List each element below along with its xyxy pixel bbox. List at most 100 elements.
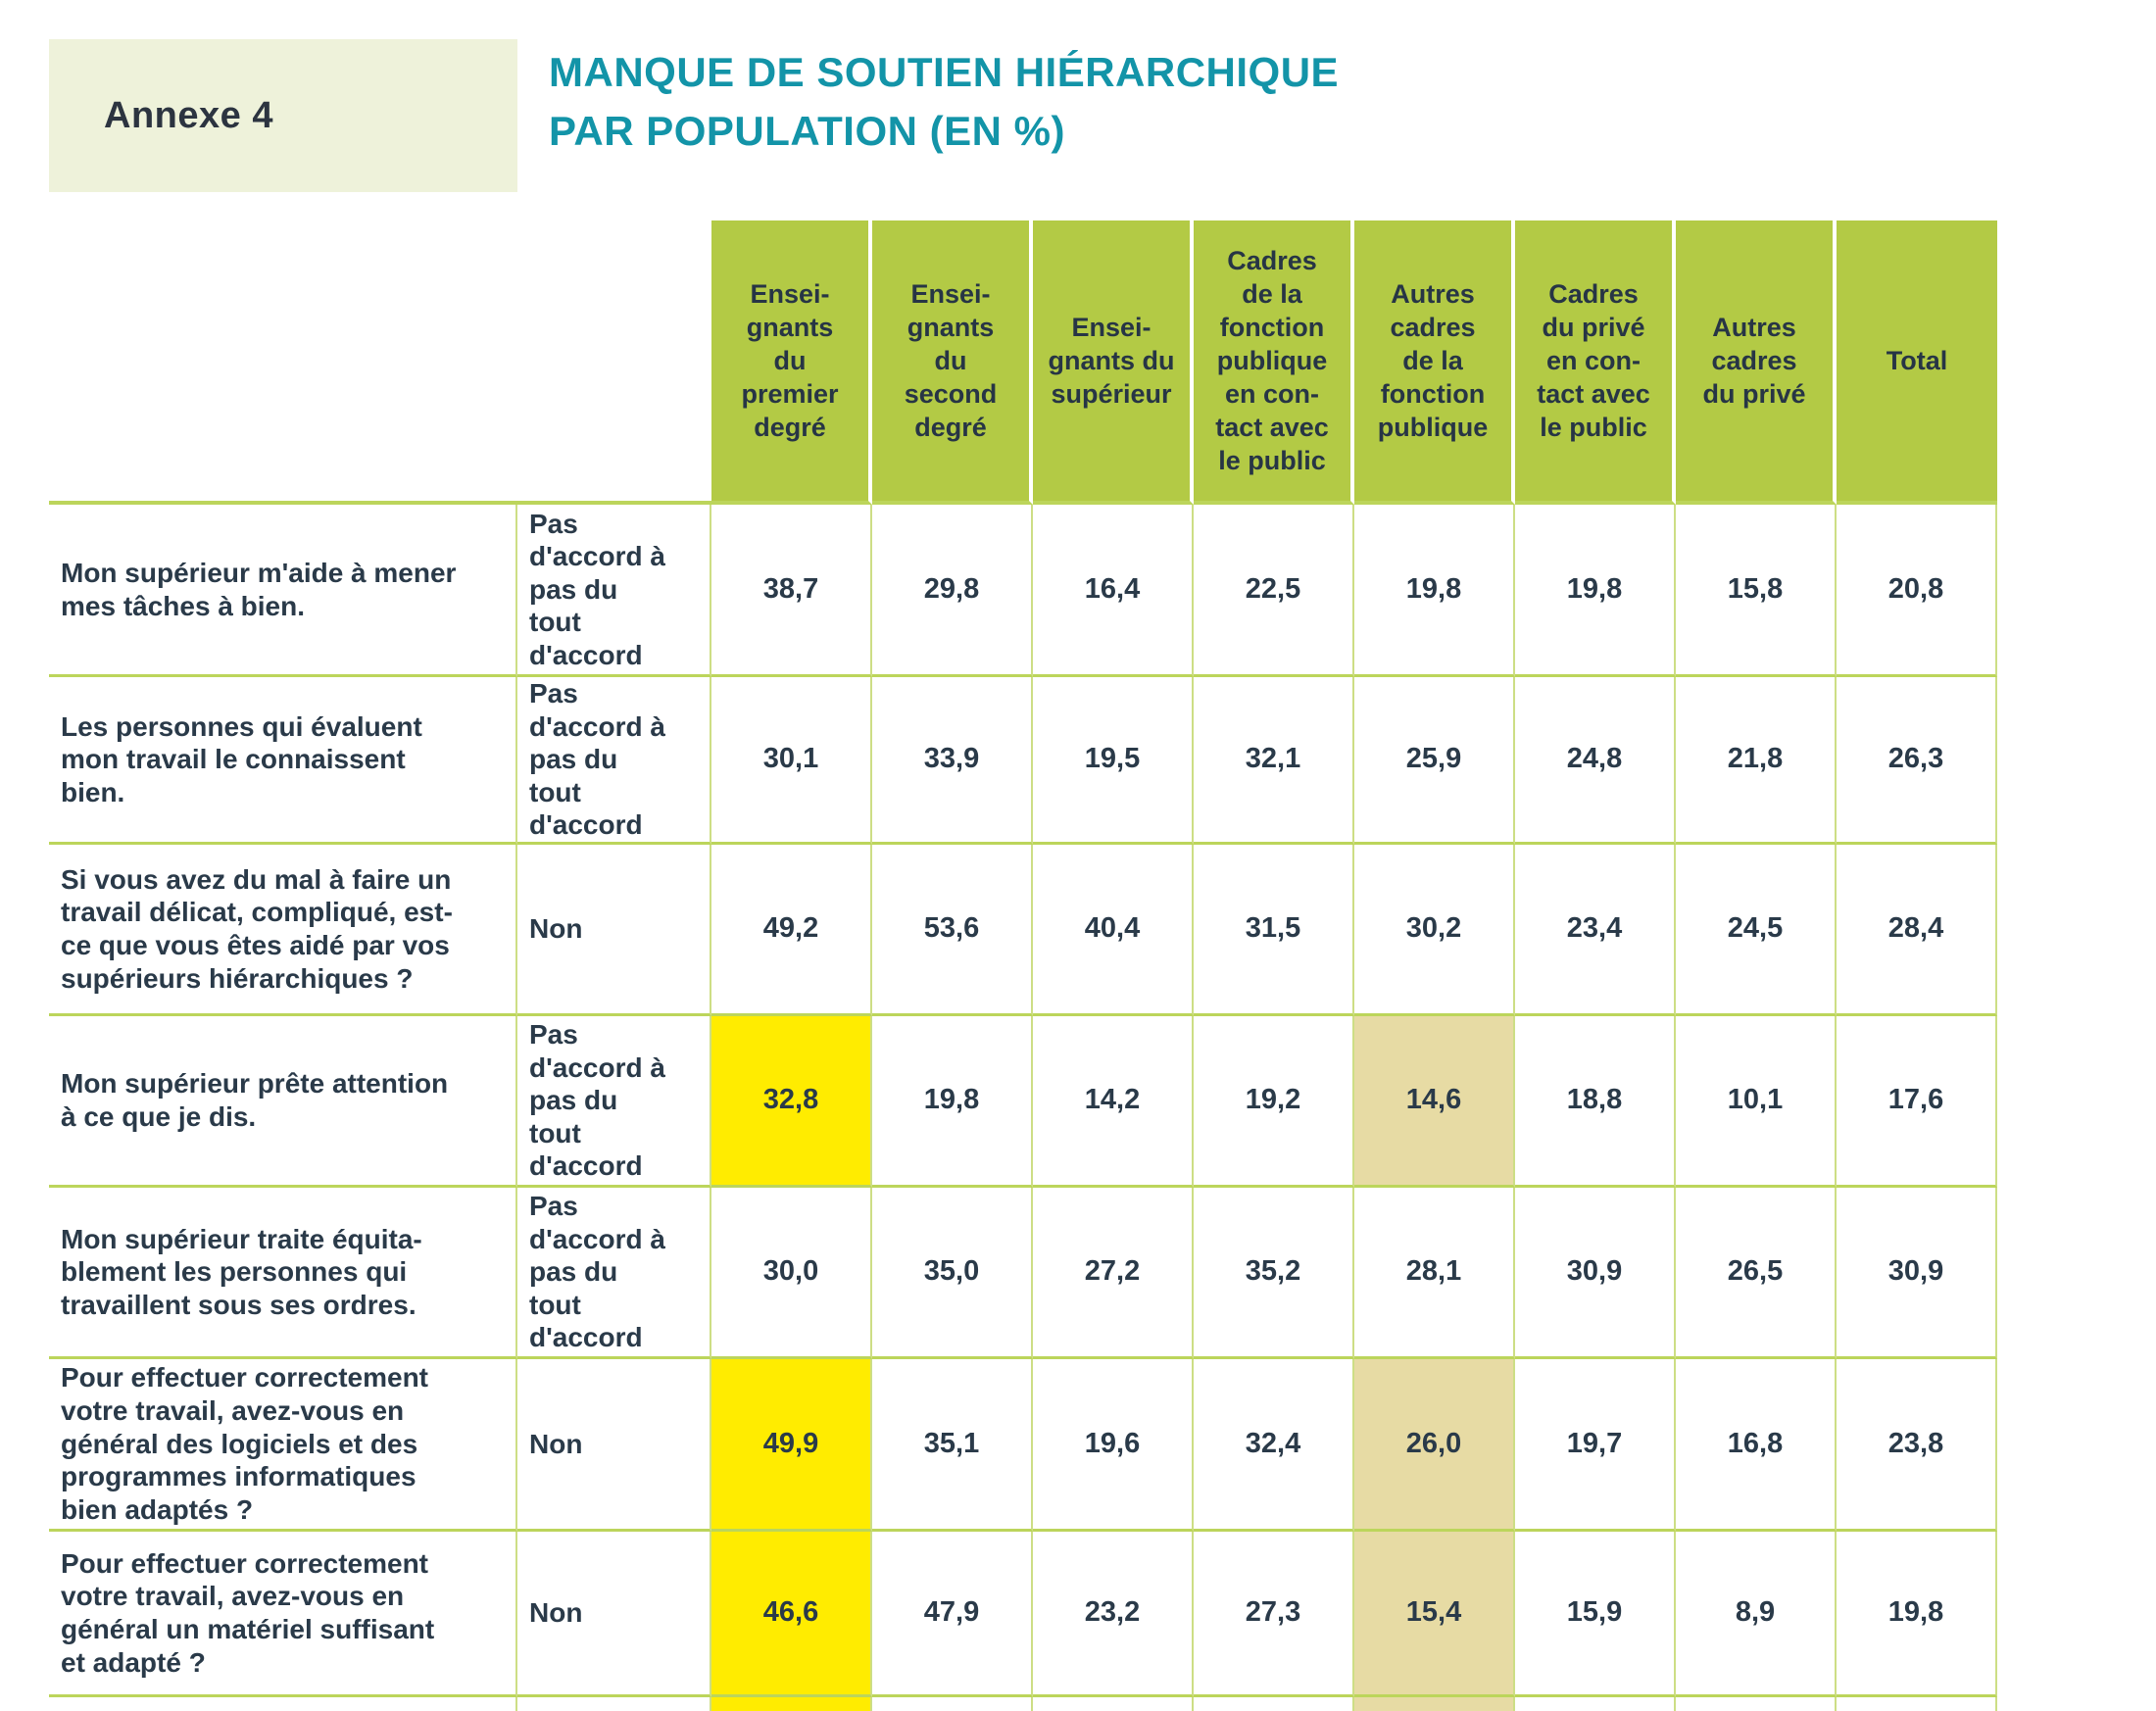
column-header: Cadres de la fonction publique en con- t…	[1194, 220, 1354, 505]
table-row-clipped	[49, 1696, 1997, 1711]
value-cell: 24,8	[1515, 677, 1676, 845]
value-cell: 47,9	[872, 1531, 1033, 1697]
value-cell: 27,2	[1033, 1187, 1194, 1359]
value-cell: 32,1	[1194, 677, 1354, 845]
value-cell: 30,9	[1515, 1187, 1676, 1359]
value-cell: 19,8	[1515, 505, 1676, 677]
value-cell: 26,5	[1676, 1187, 1837, 1359]
table-row: Les personnes qui évaluent mon travail l…	[49, 677, 1997, 845]
value-cell: 15,9	[1515, 1531, 1676, 1697]
value-cell	[1515, 1696, 1676, 1711]
data-table: Ensei- gnants du premier degré Ensei- gn…	[49, 220, 1997, 1711]
value-cell: 8,9	[1676, 1531, 1837, 1697]
value-cell-highlight-yellow: 46,6	[711, 1531, 872, 1697]
value-cell-total: 30,9	[1837, 1187, 1997, 1359]
value-cell: 33,9	[872, 677, 1033, 845]
response-cell: Pas d'accord à pas du tout d'accord	[517, 1015, 711, 1188]
value-cell	[1194, 1696, 1354, 1711]
page-title-line2: PAR POPULATION (EN %)	[549, 107, 1065, 154]
value-cell: 19,2	[1194, 1015, 1354, 1188]
table-row: Pour effectuer correctement votre travai…	[49, 1358, 1997, 1532]
value-cell: 28,1	[1354, 1187, 1515, 1359]
question-cell: Pour effectuer correctement votre travai…	[49, 1358, 517, 1532]
question-cell: Mon supérieur prête attention à ce que j…	[49, 1015, 517, 1188]
value-cell: 49,2	[711, 844, 872, 1016]
value-cell: 23,2	[1033, 1531, 1194, 1697]
value-cell: 31,5	[1194, 844, 1354, 1016]
value-cell: 19,5	[1033, 677, 1194, 845]
value-cell: 24,5	[1676, 844, 1837, 1016]
header-blank-response	[517, 220, 711, 505]
value-cell: 30,2	[1354, 844, 1515, 1016]
value-cell: 35,0	[872, 1187, 1033, 1359]
value-cell: 16,4	[1033, 505, 1194, 677]
column-header: Ensei- gnants du supérieur	[1033, 220, 1194, 505]
value-cell-total: 23,8	[1837, 1358, 1997, 1532]
value-cell-total: 19,8	[1837, 1531, 1997, 1697]
table-row: Si vous avez du mal à faire un travail d…	[49, 844, 1997, 1016]
question-cell: Si vous avez du mal à faire un travail d…	[49, 844, 517, 1016]
value-cell-total: 20,8	[1837, 505, 1997, 677]
column-header: Autres cadres du privé	[1676, 220, 1837, 505]
response-cell	[517, 1696, 711, 1711]
value-cell-highlight-tan: 14,6	[1354, 1015, 1515, 1188]
page-title-line1: MANQUE DE SOUTIEN HIÉRARCHIQUE	[549, 49, 1340, 95]
value-cell: 18,8	[1515, 1015, 1676, 1188]
question-cell	[49, 1696, 517, 1711]
header-row: Ensei- gnants du premier degré Ensei- gn…	[49, 220, 1997, 505]
value-cell-total	[1837, 1696, 1997, 1711]
table-row: Mon supérieur prête attention à ce que j…	[49, 1015, 1997, 1188]
value-cell-highlight-yellow: 49,9	[711, 1358, 872, 1532]
table-row: Mon supérieur traite équita- blement les…	[49, 1187, 1997, 1359]
value-cell: 19,8	[872, 1015, 1033, 1188]
value-cell	[1676, 1696, 1837, 1711]
value-cell: 19,8	[1354, 505, 1515, 677]
value-cell-total: 17,6	[1837, 1015, 1997, 1188]
question-cell: Les personnes qui évaluent mon travail l…	[49, 677, 517, 845]
annexe-label-box: Annexe 4	[49, 39, 517, 192]
value-cell-total: 26,3	[1837, 677, 1997, 845]
value-cell	[872, 1696, 1033, 1711]
value-cell: 23,4	[1515, 844, 1676, 1016]
value-cell: 38,7	[711, 505, 872, 677]
value-cell: 25,9	[1354, 677, 1515, 845]
value-cell: 19,7	[1515, 1358, 1676, 1532]
value-cell	[1033, 1696, 1194, 1711]
column-header-total: Total	[1837, 220, 1997, 505]
question-cell: Mon supérieur traite équita- blement les…	[49, 1187, 517, 1359]
question-cell: Pour effectuer correctement votre travai…	[49, 1531, 517, 1697]
annexe-label: Annexe 4	[104, 94, 273, 136]
value-cell-highlight-tan	[1354, 1696, 1515, 1711]
column-header: Ensei- gnants du premier degré	[711, 220, 872, 505]
column-header: Ensei- gnants du second degré	[872, 220, 1033, 505]
value-cell: 30,0	[711, 1187, 872, 1359]
table-row: Mon supérieur m'aide à mener mes tâches …	[49, 505, 1997, 677]
header-blank-question	[49, 220, 517, 505]
value-cell: 35,1	[872, 1358, 1033, 1532]
value-cell: 19,6	[1033, 1358, 1194, 1532]
response-cell: Non	[517, 1358, 711, 1532]
value-cell: 27,3	[1194, 1531, 1354, 1697]
response-cell: Non	[517, 1531, 711, 1697]
value-cell: 22,5	[1194, 505, 1354, 677]
value-cell: 16,8	[1676, 1358, 1837, 1532]
value-cell: 32,4	[1194, 1358, 1354, 1532]
page-title: MANQUE DE SOUTIEN HIÉRARCHIQUE PAR POPUL…	[549, 43, 1339, 160]
value-cell: 35,2	[1194, 1187, 1354, 1359]
value-cell: 14,2	[1033, 1015, 1194, 1188]
value-cell: 29,8	[872, 505, 1033, 677]
column-header: Cadres du privé en con- tact avec le pub…	[1515, 220, 1676, 505]
column-header: Autres cadres de la fonction publique	[1354, 220, 1515, 505]
value-cell-highlight-tan: 15,4	[1354, 1531, 1515, 1697]
value-cell: 30,1	[711, 677, 872, 845]
value-cell-total: 28,4	[1837, 844, 1997, 1016]
response-cell: Pas d'accord à pas du tout d'accord	[517, 677, 711, 845]
value-cell: 40,4	[1033, 844, 1194, 1016]
value-cell: 10,1	[1676, 1015, 1837, 1188]
value-cell-highlight-yellow: 32,8	[711, 1015, 872, 1188]
value-cell: 53,6	[872, 844, 1033, 1016]
value-cell: 15,8	[1676, 505, 1837, 677]
value-cell-highlight-tan: 26,0	[1354, 1358, 1515, 1532]
question-cell: Mon supérieur m'aide à mener mes tâches …	[49, 505, 517, 677]
